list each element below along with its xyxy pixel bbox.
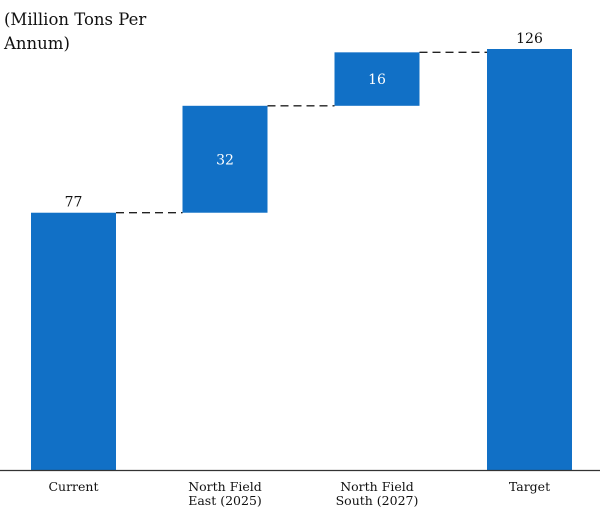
tick-label-current: Current [48,479,98,494]
y-axis-unit-label: (Million Tons Per Annum) [4,10,147,53]
bar-north-field-south-2027 [334,52,420,106]
value-label-north-field-east-2025: 32 [216,152,234,168]
x-axis-tick-labels: Current North Field East (2025) North Field… [48,479,550,508]
tick-label-north-field-east-2025: North Field East (2025) [188,479,262,508]
bars [31,49,572,470]
tick-label-target: Target [509,479,550,494]
value-labels: 77 32 16 126 [65,31,543,211]
value-label-target: 126 [516,31,543,47]
tick-label-north-field-south-2027: North Field South (2027) [336,479,419,508]
bar-current [31,212,116,470]
value-label-north-field-south-2027: 16 [368,72,386,88]
connector-lines [116,51,487,214]
bar-target [487,49,572,470]
value-label-current: 77 [65,195,83,211]
bar-north-field-east-2025 [182,105,268,213]
